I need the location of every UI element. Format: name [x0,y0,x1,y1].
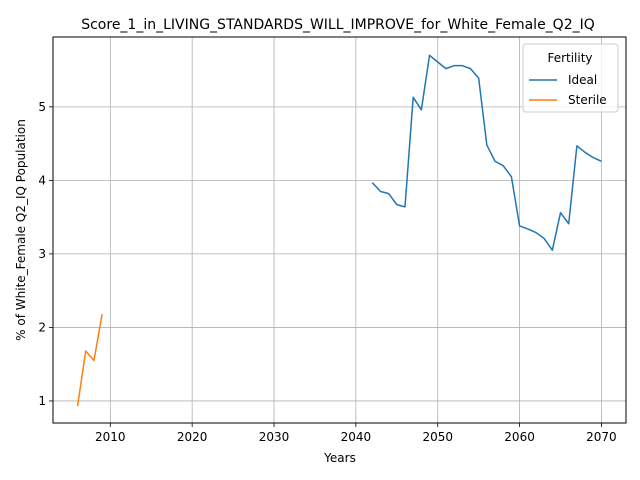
x-axis-title: Years [323,451,356,465]
y-tick-label: 5 [38,100,46,114]
x-axis-ticks: 2010 2020 2030 2040 2050 2060 2070 [95,423,617,444]
legend-label-ideal: Ideal [568,73,597,87]
grid [53,37,626,423]
x-tick-label: 2060 [504,430,535,444]
plot-frame [52,36,627,424]
y-tick-label: 3 [38,247,46,261]
series-line-sterile [76,314,103,407]
series-lines [76,54,602,407]
x-tick-label: 2030 [259,430,290,444]
x-tick-label: 2050 [422,430,453,444]
y-axis-title: % of White_Female Q2_IQ Population [14,119,28,341]
x-tick-label: 2010 [95,430,126,444]
legend-label-sterile: Sterile [568,93,607,107]
legend-box [522,43,619,113]
y-tick-label: 2 [38,320,46,334]
series-line-ideal [371,54,602,251]
y-tick-label: 1 [38,394,46,408]
x-tick-label: 2070 [586,430,617,444]
x-tick-label: 2040 [341,430,372,444]
y-tick-label: 4 [38,173,46,187]
x-tick-label: 2020 [177,430,208,444]
chart-title: Score_1_in_LIVING_STANDARDS_WILL_IMPROVE… [81,17,595,33]
legend: Fertility Ideal Sterile [522,43,619,113]
y-axis-ticks: 1 2 3 4 5 [38,100,53,408]
legend-title: Fertility [547,51,592,65]
legend-items: Ideal Sterile [529,73,607,107]
